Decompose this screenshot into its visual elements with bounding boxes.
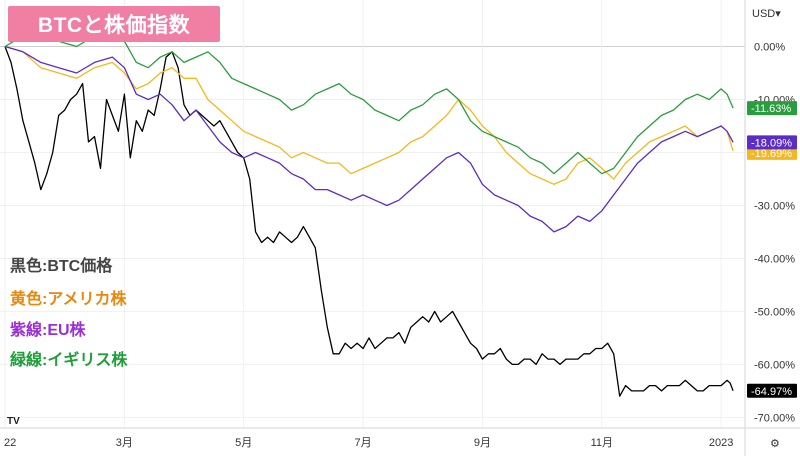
series-line-3: [4, 29, 734, 175]
tradingview-logo-icon: TV: [7, 416, 20, 427]
legend-note-uk: 緑線:イギリス株: [10, 346, 127, 370]
x-tick-label: 11月: [591, 437, 613, 449]
x-tick-label: 3月: [116, 437, 133, 449]
last-value-tag-2: -18.09%: [747, 135, 797, 150]
x-tick-label: 2023: [709, 437, 733, 449]
last-value-tag-text: -64.97%: [751, 386, 792, 398]
series-line-2: [4, 45, 734, 233]
last-value-tag-text: -11.63%: [751, 103, 791, 115]
legend-note-btc: 黒色:BTC価格: [10, 252, 112, 276]
chart-title: BTCと株価指数: [37, 14, 191, 37]
legend-note-eu: 紫線:EU株: [10, 316, 86, 340]
chart-series: [4, 29, 734, 397]
last-value-tag-bg: [747, 135, 797, 150]
legend-note-us: 黄色:アメリカ株: [10, 285, 127, 309]
y-tick-label: -30.00%: [754, 200, 795, 212]
legend-note-us-text: 黄色:アメリカ株: [10, 291, 127, 308]
last-value-tag-text: -18.09%: [751, 137, 792, 149]
chart-grid: [0, 0, 745, 428]
legend-note-btc-text: 黒色:BTC価格: [10, 258, 113, 275]
last-value-tag-3: -11.63%: [747, 101, 797, 116]
series-line-1: [4, 45, 734, 185]
last-value-tag-bg: [747, 101, 797, 116]
chart-title-badge: BTCと株価指数: [8, 6, 220, 42]
y-tick-label: -50.00%: [754, 306, 795, 318]
y-tick-label: 0.00%: [754, 41, 785, 53]
x-tick-label: 9月: [474, 437, 491, 449]
x-tick-label: 7月: [355, 437, 372, 449]
last-value-tag-text: -19.69%: [751, 148, 792, 160]
series-line-0: [4, 46, 734, 397]
settings-gear-icon[interactable]: ⚙: [770, 438, 780, 450]
y-tick-label: -40.00%: [754, 253, 795, 265]
legend-note-eu-text: 紫線:EU株: [10, 322, 86, 339]
y-tick-label: -70.00%: [754, 412, 795, 424]
last-value-tag-0: -64.97%: [747, 383, 797, 398]
x-tick-label: 5月: [235, 437, 252, 449]
chart-last-value-tags: -64.97% -19.69%-18.09% -11.63%: [747, 101, 797, 398]
last-value-tag-bg: [747, 383, 797, 398]
legend-note-uk-text: 緑線:イギリス株: [10, 352, 128, 369]
x-tick-label: 22: [4, 437, 16, 449]
y-tick-label: -60.00%: [754, 359, 795, 371]
currency-label: USD▾: [752, 8, 781, 20]
